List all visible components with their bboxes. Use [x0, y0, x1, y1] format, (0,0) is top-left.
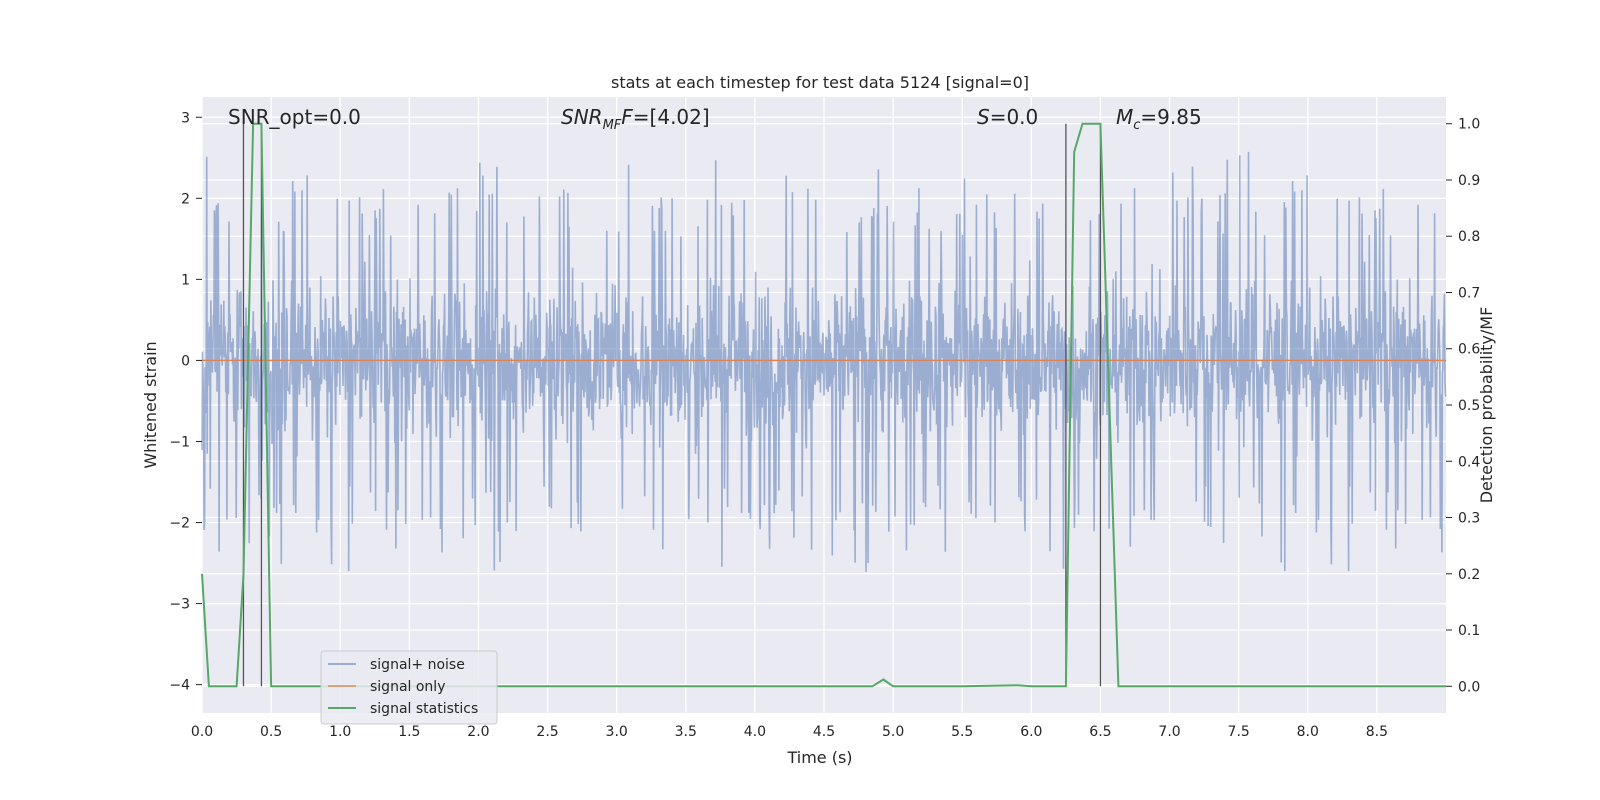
y-tick-label: −4 — [169, 678, 190, 694]
y-tick-label: 3 — [181, 110, 190, 126]
y-right-tick-label: 1.0 — [1458, 117, 1480, 133]
y-tick-label: −1 — [169, 434, 190, 450]
y-tick-label: 2 — [181, 191, 190, 207]
annotation-s-stat-value: =0.0 — [990, 105, 1039, 129]
legend: signal+ noise signal only signal statist… — [320, 650, 498, 725]
y-axis-right-ticks: 1.0 0.9 0.8 0.7 0.6 0.5 0.4 0.3 0.2 0.1 0.0 — [1446, 117, 1480, 695]
x-tick-label: 4.5 — [813, 724, 835, 740]
y-right-tick-label: 0.6 — [1458, 342, 1480, 358]
x-tick-label: 6.0 — [1020, 724, 1042, 740]
chart-title: stats at each timestep for test data 512… — [611, 73, 1029, 92]
y-right-tick-label: 0.7 — [1458, 285, 1480, 301]
x-tick-label: 2.5 — [536, 724, 558, 740]
legend-label-signal-only: signal only — [370, 679, 445, 695]
x-tick-label: 1.5 — [398, 724, 420, 740]
x-tick-label: 8.0 — [1297, 724, 1319, 740]
x-tick-label: 5.5 — [951, 724, 973, 740]
x-tick-label: 0.0 — [191, 724, 213, 740]
x-tick-label: 7.0 — [1158, 724, 1180, 740]
x-tick-label: 2.0 — [467, 724, 489, 740]
y-right-tick-label: 0.3 — [1458, 511, 1480, 527]
legend-box — [320, 650, 498, 725]
x-tick-label: 5.0 — [882, 724, 904, 740]
x-axis-label: Time (s) — [786, 748, 852, 767]
y-tick-label: 1 — [181, 272, 190, 288]
series-signal-plus-noise — [201, 151, 1447, 572]
x-tick-label: 3.5 — [675, 724, 697, 740]
annotation-snr-mf: SNRMFF=[4.02] — [561, 105, 710, 133]
x-tick-label: 8.5 — [1366, 724, 1388, 740]
legend-label-signal-plus-noise: signal+ noise — [370, 657, 465, 673]
x-tick-label: 1.0 — [329, 724, 351, 740]
y-right-tick-label: 0.1 — [1458, 623, 1480, 639]
y-right-tick-label: 0.0 — [1458, 679, 1480, 695]
annotation-snr-mf-value: [4.02] — [650, 105, 710, 129]
x-tick-label: 6.5 — [1089, 724, 1111, 740]
y-right-tick-label: 0.4 — [1458, 454, 1480, 470]
y-right-tick-label: 0.5 — [1458, 398, 1480, 414]
x-tick-label: 7.5 — [1228, 724, 1250, 740]
annotation-snr-opt: SNR_opt=0.0 — [228, 105, 361, 129]
y-tick-label: −3 — [169, 597, 190, 613]
y-axis-label: Whitened strain — [141, 341, 160, 468]
x-tick-label: 0.5 — [260, 724, 282, 740]
y-axis-right-label: Detection probability/MF — [1477, 307, 1496, 504]
legend-label-signal-statistics: signal statistics — [370, 701, 478, 717]
y-tick-label: −2 — [169, 516, 190, 532]
y-tick-label: 0 — [181, 353, 190, 369]
y-right-tick-label: 0.8 — [1458, 229, 1480, 245]
x-tick-label: 4.0 — [744, 724, 766, 740]
vertical-markers — [242, 123, 1102, 687]
annotation-mc-value: =9.85 — [1140, 105, 1201, 129]
y-right-tick-label: 0.2 — [1458, 567, 1480, 583]
signal-statistics-line — [201, 122, 1446, 688]
series-signal-statistics — [201, 122, 1446, 688]
y-right-tick-label: 0.9 — [1458, 173, 1480, 189]
x-tick-label: 3.0 — [606, 724, 628, 740]
signal-plus-noise-line — [201, 151, 1447, 572]
annotation-s-stat: S=0.0 — [977, 105, 1038, 129]
annotation-mc: Mc=9.85 — [1116, 105, 1202, 133]
x-axis-ticks: 0.0 0.5 1.0 1.5 2.0 2.5 3.0 3.5 4.0 4.5 5.0 5.5 6.0 6… — [191, 724, 1388, 740]
y-axis-ticks: 3 2 1 0 −1 −2 −3 −4 — [169, 110, 202, 694]
